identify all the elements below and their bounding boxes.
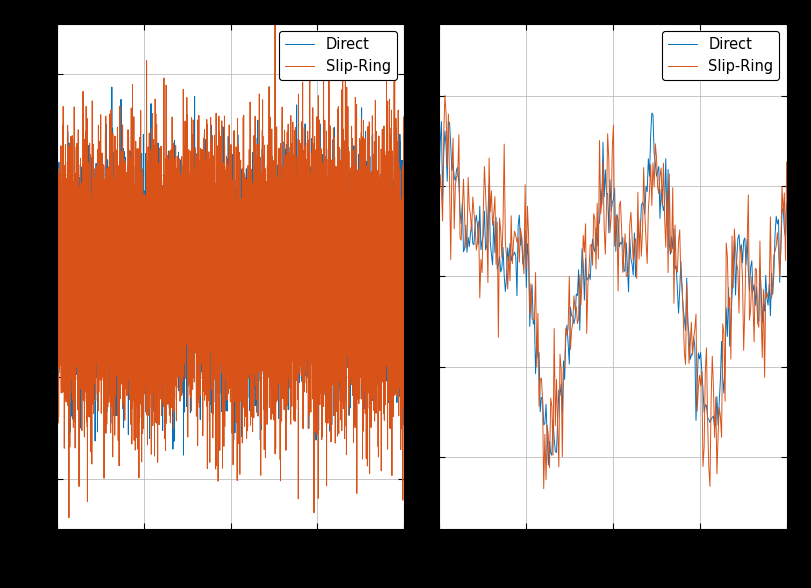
Slip-Ring xyxy=(642,260,652,267)
Direct xyxy=(642,188,652,195)
Slip-Ring xyxy=(73,406,83,413)
Slip-Ring xyxy=(54,272,63,279)
Slip-Ring xyxy=(270,19,280,26)
Legend: Direct, Slip-Ring: Direct, Slip-Ring xyxy=(662,31,779,80)
Slip-Ring xyxy=(52,282,62,289)
Direct xyxy=(67,279,76,286)
Direct xyxy=(107,83,117,91)
Slip-Ring xyxy=(539,485,548,492)
Slip-Ring xyxy=(752,266,762,273)
Slip-Ring xyxy=(434,200,444,207)
Line: Direct: Direct xyxy=(57,87,405,455)
Direct xyxy=(120,225,130,232)
Direct xyxy=(752,283,762,290)
Direct xyxy=(436,138,445,145)
Direct xyxy=(178,452,188,459)
Slip-Ring xyxy=(782,158,792,165)
Slip-Ring xyxy=(120,200,130,207)
Direct xyxy=(729,237,739,244)
Direct xyxy=(650,150,659,157)
Line: Direct: Direct xyxy=(439,113,787,465)
Direct xyxy=(434,176,444,183)
Direct xyxy=(400,339,410,346)
Direct xyxy=(54,364,63,371)
Slip-Ring xyxy=(64,514,74,521)
Slip-Ring xyxy=(67,362,76,369)
Slip-Ring xyxy=(643,207,653,214)
Direct xyxy=(647,109,657,116)
Line: Slip-Ring: Slip-Ring xyxy=(57,23,405,517)
Slip-Ring xyxy=(381,201,391,208)
Direct xyxy=(543,462,553,469)
Line: Slip-Ring: Slip-Ring xyxy=(439,95,787,489)
Direct xyxy=(782,199,792,206)
Slip-Ring xyxy=(650,183,659,191)
Slip-Ring xyxy=(400,295,410,302)
Direct xyxy=(222,330,232,337)
Direct xyxy=(73,176,83,183)
Legend: Direct, Slip-Ring: Direct, Slip-Ring xyxy=(280,31,397,80)
Slip-Ring xyxy=(729,225,739,232)
Direct xyxy=(642,183,651,190)
Slip-Ring xyxy=(440,92,450,99)
Slip-Ring xyxy=(436,171,445,178)
Direct xyxy=(381,213,391,220)
Slip-Ring xyxy=(222,156,232,163)
Direct xyxy=(52,188,62,195)
